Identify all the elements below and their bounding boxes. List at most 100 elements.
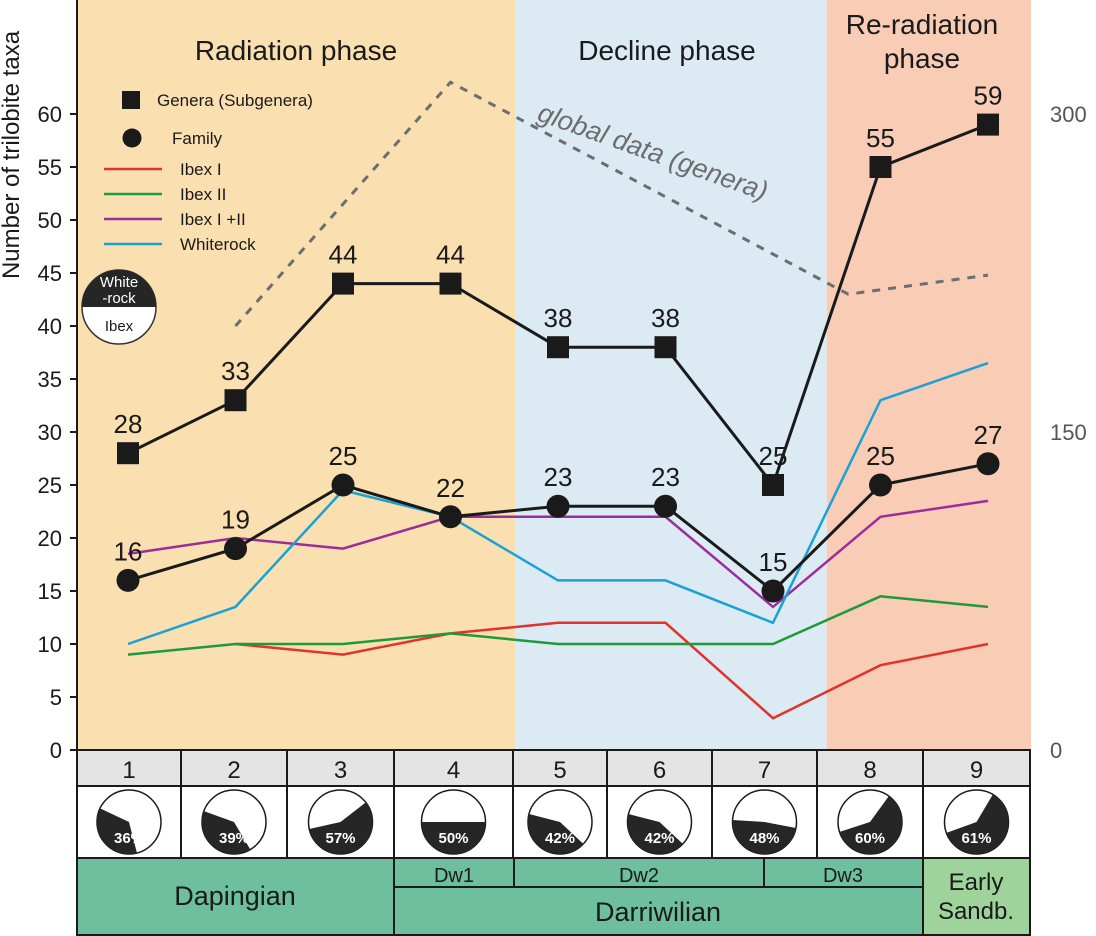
genera-value-label: 38 — [651, 303, 680, 333]
pie-percent-label: 42% — [545, 830, 575, 847]
family-value-label: 16 — [114, 536, 143, 566]
key-circle-top-half — [82, 270, 156, 307]
y-axis-title: Number of trilobite taxa — [0, 30, 25, 279]
family-marker — [331, 473, 355, 497]
right-axis-tick-label: 300 — [1050, 102, 1087, 127]
y-tick-label: 5 — [50, 685, 62, 710]
y-tick-label: 30 — [38, 420, 62, 445]
phase-label-reradiation: Re-radiation phase — [846, 9, 999, 74]
stage-darriwilian-cell — [393, 886, 924, 936]
genera-marker — [332, 272, 354, 295]
stage-dw3-cell — [763, 857, 924, 888]
family-value-label: 25 — [329, 441, 358, 471]
stage-dw1-cell — [393, 857, 515, 888]
legend-label: Ibex II — [180, 185, 226, 204]
pie-slice-whiterock — [839, 796, 902, 854]
stage-row: Dapingian Dw1 Dw2 Dw3 Darriwilian Early Sandb. — [76, 857, 1031, 936]
whiterock-ibex-key: White -rock Ibex — [81, 269, 157, 345]
genera-marker — [224, 389, 247, 412]
y-tick-label: 45 — [38, 261, 62, 286]
main-series: 28 33 44 44 38 38 25 55 59 16 19 25 22 23 23 15 25 27 — [114, 81, 1003, 603]
pie-slice-whiterock — [946, 794, 1009, 855]
family-marker — [546, 494, 570, 518]
genera-marker — [117, 442, 139, 465]
family-marker — [761, 579, 785, 603]
series-line-ibex-ii — [127, 595, 989, 656]
genera-marker — [869, 156, 892, 178]
interval-number: 2 — [227, 757, 240, 784]
pie-slice-whiterock — [309, 802, 373, 854]
y-tick-label: 55 — [38, 155, 62, 180]
genera-value-label: 25 — [759, 441, 788, 471]
family-marker — [116, 568, 140, 592]
genera-value-label: 44 — [436, 240, 465, 270]
legend-label: Genera (Subgenera) — [157, 91, 313, 110]
y-tick-label: 60 — [38, 102, 62, 127]
family-value-label: 23 — [651, 462, 680, 492]
stage-early-sandbian-label: Early Sandb. — [938, 869, 1014, 925]
pie-percent-label: 50% — [438, 830, 468, 847]
key-whiterock-label: White -rock — [100, 274, 138, 307]
right-axis-tick-label: 150 — [1050, 420, 1087, 445]
interval-row-bg — [76, 749, 1031, 787]
stage-darriwilian-label: Darriwilian — [595, 897, 721, 927]
phase-band-2 — [515, 0, 827, 750]
family-marker — [224, 537, 247, 561]
interval-number: 8 — [863, 757, 876, 784]
family-marker — [976, 452, 1000, 476]
family-value-label: 22 — [436, 473, 465, 503]
interval-number: 4 — [447, 757, 460, 784]
genera-marker — [547, 336, 569, 359]
legend-label: Whiterock — [180, 235, 256, 254]
family-value-label: 27 — [974, 420, 1003, 450]
legend-square-marker — [122, 91, 140, 109]
pie-slice-whiterock — [421, 822, 486, 854]
right-axis-tick-label: 0 — [1050, 738, 1062, 763]
y-tick-label: 20 — [38, 526, 62, 551]
pie-slice-whiterock — [527, 814, 584, 855]
pie-percent-label: 36% — [114, 830, 144, 847]
y-tick-label: 0 — [50, 738, 62, 763]
family-value-label: 25 — [866, 441, 895, 471]
interval-number: 3 — [334, 757, 347, 784]
genera-value-label: 28 — [114, 409, 143, 439]
key-ibex-label: Ibex — [105, 318, 134, 335]
pie-percent-label: 60% — [855, 830, 885, 847]
family-marker — [439, 505, 462, 529]
phase-labels: Radiation phase Decline phase Re-radiation… — [195, 9, 998, 74]
genera-marker — [654, 336, 677, 359]
legend: Genera (Subgenera) Family Ibex I Ibex II Ibe… — [104, 91, 313, 254]
genera-marker — [762, 474, 784, 496]
family-marker — [869, 473, 892, 497]
interval-number: 1 — [122, 757, 135, 784]
y-tick-label: 25 — [38, 473, 62, 498]
genera-value-label: 55 — [866, 123, 895, 153]
series-line-whiterock — [127, 361, 989, 646]
stage-dw3-label: Dw3 — [823, 865, 863, 887]
interval-number: 5 — [553, 757, 566, 784]
pie-percent-label: 42% — [644, 830, 674, 847]
pie-row: 36% 39% 57% 50% 42% 42% 48% 60% 61% — [76, 750, 1031, 859]
pie-slice-whiterock — [96, 808, 137, 855]
y-tick-label: 35 — [38, 367, 62, 392]
genera-value-label: 33 — [221, 356, 250, 386]
interval-number: 9 — [970, 757, 983, 784]
pie-percent-label: 48% — [749, 830, 779, 847]
stage-dapingian-label: Dapingian — [174, 881, 296, 911]
pie-slice-whiterock — [732, 819, 796, 854]
y-tick-label: 40 — [38, 314, 62, 339]
pie-percent-label: 39% — [219, 830, 249, 847]
stage-dw2-cell — [513, 857, 765, 888]
stage-dw1-label: Dw1 — [434, 865, 474, 887]
phase-bands — [77, 0, 1031, 750]
interval-row: 1 2 3 4 5 6 7 8 9 — [76, 749, 1031, 787]
interval-number: 6 — [653, 757, 666, 784]
legend-label: Family — [172, 129, 223, 148]
legend-label: Ibex I +II — [180, 210, 246, 229]
family-value-label: 23 — [544, 462, 573, 492]
genera-value-label: 59 — [974, 81, 1003, 111]
legend-label: Ibex I — [180, 160, 222, 179]
phase-band-1 — [77, 0, 515, 750]
family-marker — [654, 494, 677, 518]
